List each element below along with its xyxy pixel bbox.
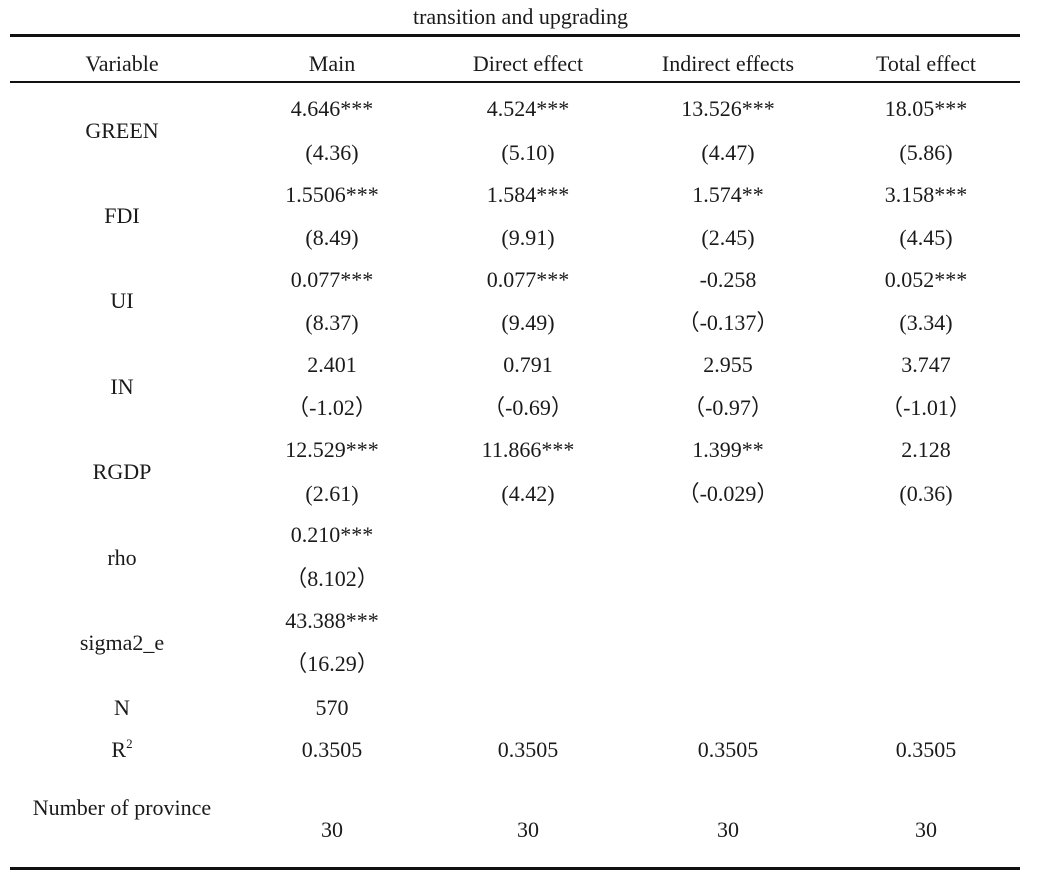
header-direct-effect: Direct effect [472,51,584,76]
rgdp-main-coef: 12.529*** [285,437,379,462]
ui-total-coef: 0.052*** [884,267,968,292]
row-label-rho: rho [107,545,137,570]
header-rule [10,81,1020,83]
rgdp-indirect-coef: 1.399** [692,437,764,462]
sigma2e-main-coef: 43.388*** [285,608,379,633]
r2-indirect-value: 0.3505 [697,737,759,762]
row-label-fdi: FDI [104,203,140,228]
ui-indirect-coef: -0.258 [699,267,757,292]
rgdp-direct-coef: 11.866*** [481,437,575,462]
green-indirect-coef: 13.526*** [681,96,775,121]
rgdp-main-t: (2.61) [305,481,359,506]
r2-label-base: R [111,737,127,762]
province-direct-value: 30 [517,817,539,842]
green-direct-t: (5.10) [501,140,555,165]
row-label-n: N [114,695,130,720]
fdi-main-coef: 1.5506*** [285,182,379,207]
header-variable: Variable [85,51,159,76]
row-label-r2: R2 [20,736,224,763]
fdi-indirect-t: (2.45) [701,225,755,250]
ui-direct-t: (9.49) [501,310,555,335]
row-label-number-of-province: Number of province [32,795,212,820]
r2-label-superscript: 2 [126,736,133,751]
green-total-coef: 18.05*** [884,96,968,121]
sigma2e-main-t: （16.29） [285,651,379,676]
ui-total-t: (3.34) [899,310,953,335]
green-main-coef: 4.646*** [290,96,374,121]
rgdp-total-t: (0.36) [899,481,953,506]
in-indirect-coef: 2.955 [703,352,753,377]
in-indirect-t: （-0.97） [683,395,773,420]
in-main-t: （-1.02） [287,395,377,420]
green-direct-coef: 4.524*** [486,96,570,121]
header-indirect-effects: Indirect effects [661,51,795,76]
fdi-total-coef: 3.158*** [884,182,968,207]
fdi-main-t: (8.49) [305,225,359,250]
in-total-t: （-1.01） [881,395,971,420]
in-total-coef: 3.747 [901,352,951,377]
header-total-effect: Total effect [875,51,977,76]
row-label-in: IN [110,374,134,399]
r2-total-value: 0.3505 [895,737,957,762]
province-indirect-value: 30 [717,817,739,842]
province-total-value: 30 [915,817,937,842]
in-main-coef: 2.401 [307,352,357,377]
r2-main-value: 0.3505 [301,737,363,762]
bottom-rule [10,867,1020,870]
green-indirect-t: (4.47) [701,140,755,165]
row-label-green: GREEN [85,118,159,143]
r2-direct-value: 0.3505 [497,737,559,762]
row-label-ui: UI [110,288,134,313]
fdi-direct-coef: 1.584*** [486,182,570,207]
fdi-indirect-coef: 1.574** [692,182,764,207]
rho-main-t: （8.102） [285,566,379,591]
rgdp-indirect-t: （-0.029） [677,481,779,506]
ui-main-coef: 0.077*** [290,267,374,292]
row-label-sigma2e: sigma2_e [79,630,165,655]
n-main-value: 570 [315,695,349,720]
ui-main-t: (8.37) [305,310,359,335]
fdi-direct-t: (9.91) [501,225,555,250]
province-main-value: 30 [321,817,343,842]
fdi-total-t: (4.45) [899,225,953,250]
header-main: Main [308,51,356,76]
rgdp-total-coef: 2.128 [901,437,951,462]
top-rule [10,34,1020,37]
rgdp-direct-t: (4.42) [501,481,555,506]
rho-main-coef: 0.210*** [290,522,374,547]
green-total-t: (5.86) [899,140,953,165]
in-direct-t: （-0.69） [483,395,573,420]
ui-direct-coef: 0.077*** [486,267,570,292]
in-direct-coef: 0.791 [503,352,553,377]
green-main-t: (4.36) [305,140,359,165]
table-caption: transition and upgrading [412,4,629,29]
row-label-rgdp: RGDP [92,459,152,484]
ui-indirect-t: （-0.137） [677,310,779,335]
